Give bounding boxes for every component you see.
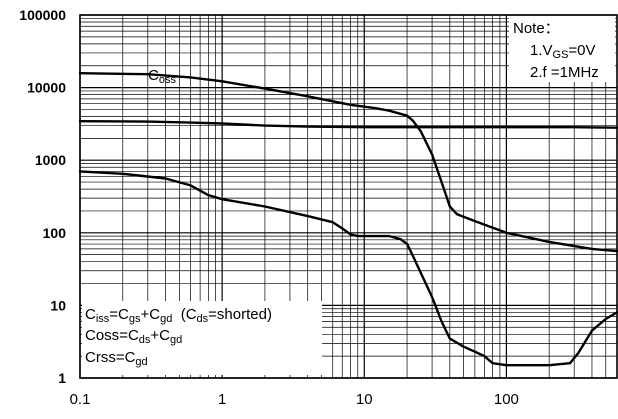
y-tick-label: 10000 <box>27 80 66 96</box>
crss-def-eq: =C <box>116 349 136 366</box>
coss-def-s1: ds <box>139 334 151 346</box>
y-tick-label: 100000 <box>19 7 66 23</box>
ciss-def-eq: =C <box>109 306 129 323</box>
x-tick-label: 10 <box>356 391 373 408</box>
coss-curve-label-sub: oss <box>159 74 177 86</box>
coss-definition: Coss=Cds+Cgd <box>85 327 182 346</box>
ciss-definition: Ciss=Cgs+Cgd (Cds=shorted) <box>85 306 272 325</box>
note-line-1-suffix: =0V <box>568 42 595 59</box>
note-line-1-sub: GS <box>553 49 569 61</box>
ciss-def-tail: =shorted) <box>208 306 272 323</box>
ciss-def-c1: C <box>85 306 96 323</box>
definition-box-bg <box>82 301 322 375</box>
y-tick-label: 100 <box>43 225 67 241</box>
series-line-ciss <box>78 120 618 129</box>
y-tick-label: 10 <box>50 297 66 313</box>
coss-curve-label: Coss <box>148 67 176 86</box>
ciss-def-paren: (C <box>172 306 196 323</box>
series-layer <box>78 72 618 367</box>
y-tick-label: 1000 <box>35 152 66 168</box>
series-line-coss <box>78 72 618 253</box>
ciss-def-s3: gd <box>160 313 172 325</box>
coss-def-eq: =C <box>119 327 139 344</box>
series-line-crss <box>78 170 618 367</box>
coss-curve-label-main: C <box>148 67 159 84</box>
note-line-2: 2.f =1MHz <box>530 64 599 81</box>
ciss-def-s4: ds <box>197 313 209 325</box>
x-tick-label: 1 <box>218 391 226 408</box>
coss-def-plus: +C <box>150 327 170 344</box>
plot-frame <box>79 14 618 379</box>
x-tick-label: 0.1 <box>70 391 91 408</box>
ciss-def-plus: +C <box>141 306 161 323</box>
note-box-bg <box>509 16 615 82</box>
ciss-def-s2: gs <box>129 313 141 325</box>
coss-def-s2: gd <box>170 334 182 346</box>
grid-layer <box>79 14 618 379</box>
note-title: Note： <box>513 20 560 37</box>
crss-definition: Crss=Cgd <box>85 349 148 368</box>
crss-def-c1: Crss <box>85 349 116 366</box>
ciss-def-s1: iss <box>96 313 110 325</box>
crss-def-s1: gd <box>135 356 147 368</box>
x-tick-label: 100 <box>494 391 519 408</box>
note-line-1: 1.VGS=0V <box>530 42 596 61</box>
coss-def-c1: Coss <box>85 327 119 344</box>
y-tick-label: 1 <box>58 370 66 386</box>
note-line-1-prefix: 1.V <box>530 42 553 59</box>
